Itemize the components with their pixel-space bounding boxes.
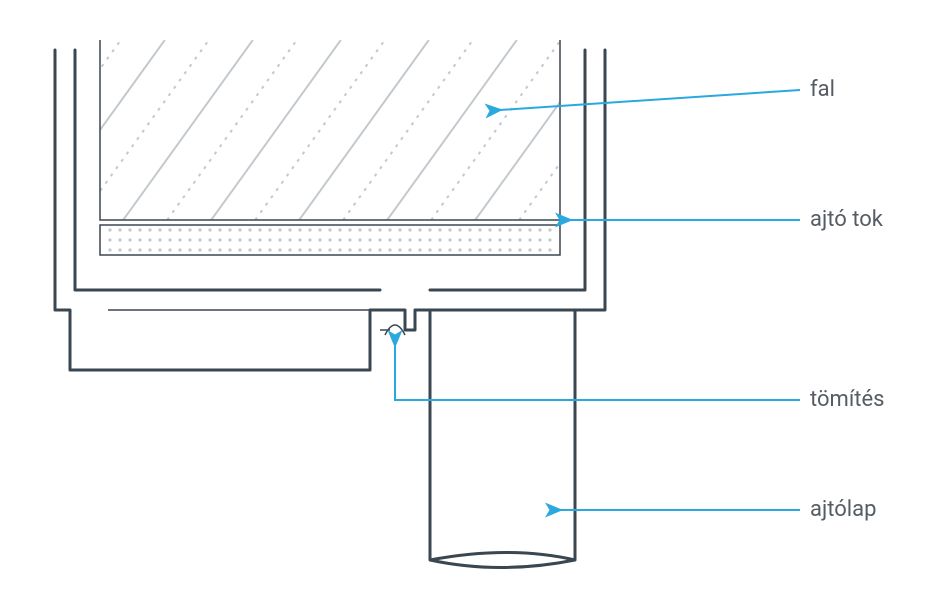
label-ajto-tok-text: ajtó tok [810, 207, 884, 232]
labels: fal ajtó tok tömítés ajtólap [395, 77, 885, 522]
label-ajto-tok: ajtó tok [570, 207, 884, 232]
wall-hatch [0, 40, 950, 220]
door-frame-inner-right [430, 50, 585, 290]
label-tomites: tömítés [395, 345, 885, 412]
label-ajtolap-text: ajtólap [810, 497, 876, 522]
label-tomites-text: tömítés [810, 387, 885, 412]
door-leaf [430, 310, 575, 568]
filler-band [100, 225, 560, 255]
door-frame-outer [55, 50, 605, 370]
label-fal-text: fal [810, 77, 835, 102]
label-fal: fal [500, 77, 835, 110]
label-ajtolap: ajtólap [560, 497, 876, 522]
door-section-diagram: fal ajtó tok tömítés ajtólap [0, 0, 950, 600]
seal [380, 325, 405, 335]
